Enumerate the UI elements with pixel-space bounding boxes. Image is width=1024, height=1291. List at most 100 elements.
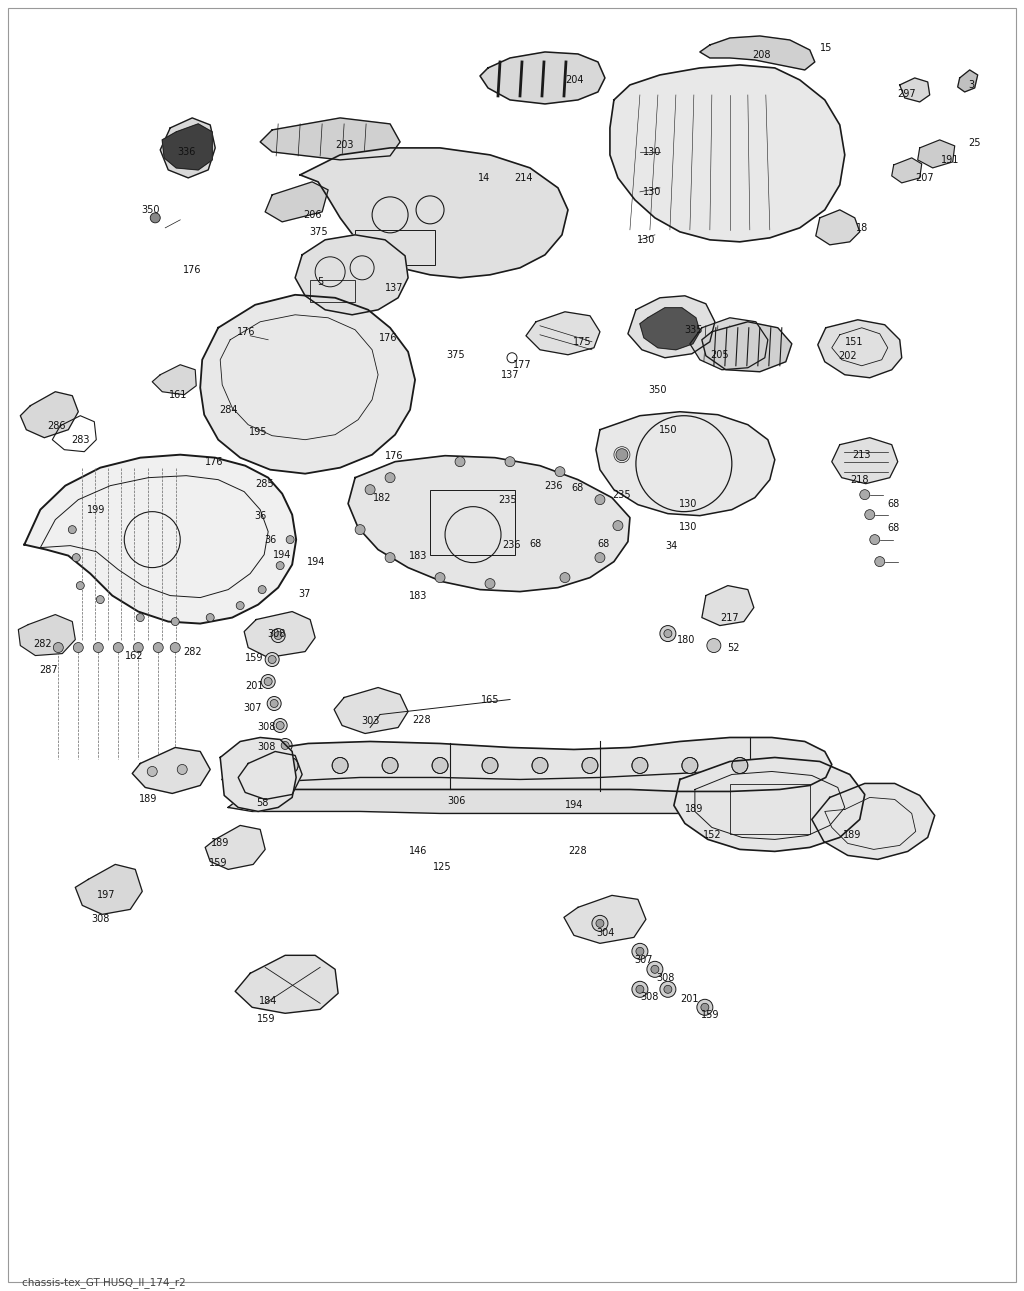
Polygon shape (690, 318, 768, 369)
Text: 286: 286 (47, 421, 66, 431)
Text: 195: 195 (249, 427, 267, 436)
Circle shape (455, 457, 465, 466)
Circle shape (286, 536, 294, 544)
Circle shape (595, 494, 605, 505)
Text: 297: 297 (897, 89, 916, 99)
Text: 308: 308 (257, 723, 275, 732)
Text: 350: 350 (141, 205, 160, 214)
Circle shape (482, 758, 498, 773)
Circle shape (636, 948, 644, 955)
Circle shape (659, 981, 676, 998)
Circle shape (596, 919, 604, 927)
Polygon shape (918, 139, 954, 168)
Circle shape (332, 758, 348, 773)
Polygon shape (222, 737, 831, 791)
Polygon shape (295, 235, 409, 315)
Text: 194: 194 (273, 550, 292, 559)
Polygon shape (20, 391, 78, 438)
Circle shape (96, 595, 104, 604)
Polygon shape (228, 769, 829, 813)
Text: 58: 58 (256, 798, 268, 808)
Polygon shape (892, 158, 922, 183)
Circle shape (276, 562, 284, 569)
Text: 159: 159 (209, 859, 227, 869)
Text: 162: 162 (125, 651, 143, 661)
Text: 125: 125 (433, 862, 452, 873)
Text: 184: 184 (259, 997, 278, 1006)
Polygon shape (348, 456, 630, 591)
Circle shape (636, 985, 644, 993)
Circle shape (69, 525, 77, 533)
Circle shape (268, 656, 276, 664)
Text: 189: 189 (211, 838, 229, 848)
Circle shape (592, 915, 608, 931)
Polygon shape (132, 747, 210, 794)
Circle shape (632, 981, 648, 998)
Circle shape (261, 674, 275, 688)
Text: 68: 68 (598, 538, 610, 549)
Text: 15: 15 (819, 43, 831, 53)
Text: 308: 308 (257, 742, 275, 753)
Circle shape (651, 966, 658, 973)
Polygon shape (76, 865, 142, 914)
Text: 306: 306 (446, 797, 465, 807)
Polygon shape (818, 320, 902, 378)
Text: 197: 197 (97, 891, 116, 900)
Text: 236: 236 (545, 480, 563, 491)
Circle shape (560, 573, 570, 582)
Text: 130: 130 (679, 498, 697, 509)
Text: 68: 68 (571, 483, 584, 493)
Text: 304: 304 (597, 928, 615, 939)
Circle shape (385, 553, 395, 563)
Circle shape (366, 484, 375, 494)
Circle shape (555, 466, 565, 476)
Polygon shape (236, 955, 338, 1013)
Text: 175: 175 (572, 337, 591, 347)
Circle shape (151, 213, 160, 223)
Text: 191: 191 (940, 155, 958, 165)
Polygon shape (239, 751, 302, 799)
Text: 177: 177 (513, 360, 531, 369)
Polygon shape (265, 182, 328, 222)
Text: 25: 25 (969, 138, 981, 148)
Circle shape (283, 758, 298, 773)
Text: 159: 159 (700, 1011, 719, 1020)
Circle shape (147, 767, 158, 776)
Text: 202: 202 (839, 351, 857, 360)
Text: 68: 68 (888, 523, 900, 533)
Circle shape (385, 473, 395, 483)
Circle shape (73, 554, 80, 562)
Polygon shape (160, 117, 215, 178)
Circle shape (435, 573, 445, 582)
Text: 130: 130 (637, 235, 655, 245)
Text: 130: 130 (643, 147, 662, 158)
Text: 284: 284 (219, 404, 238, 414)
Text: 336: 336 (177, 147, 196, 158)
Polygon shape (162, 124, 212, 170)
Polygon shape (701, 586, 754, 626)
Text: 236: 236 (503, 540, 521, 550)
Circle shape (864, 510, 874, 520)
Polygon shape (334, 688, 409, 733)
Text: 308: 308 (267, 629, 286, 639)
Text: 5: 5 (317, 276, 324, 287)
Circle shape (274, 631, 283, 639)
Text: 176: 176 (205, 457, 223, 466)
Circle shape (732, 758, 748, 773)
Text: 36: 36 (264, 534, 276, 545)
Text: 282: 282 (33, 639, 51, 648)
Circle shape (53, 643, 63, 652)
Text: 176: 176 (385, 451, 403, 461)
Circle shape (114, 643, 123, 652)
Text: 37: 37 (298, 589, 310, 599)
Polygon shape (205, 825, 265, 869)
Text: 151: 151 (845, 337, 863, 347)
Circle shape (659, 626, 676, 642)
Circle shape (267, 697, 282, 710)
Circle shape (270, 700, 279, 707)
Text: 206: 206 (303, 210, 322, 219)
Text: 335: 335 (685, 325, 703, 334)
Circle shape (93, 643, 103, 652)
Circle shape (264, 678, 272, 686)
Circle shape (505, 457, 515, 466)
